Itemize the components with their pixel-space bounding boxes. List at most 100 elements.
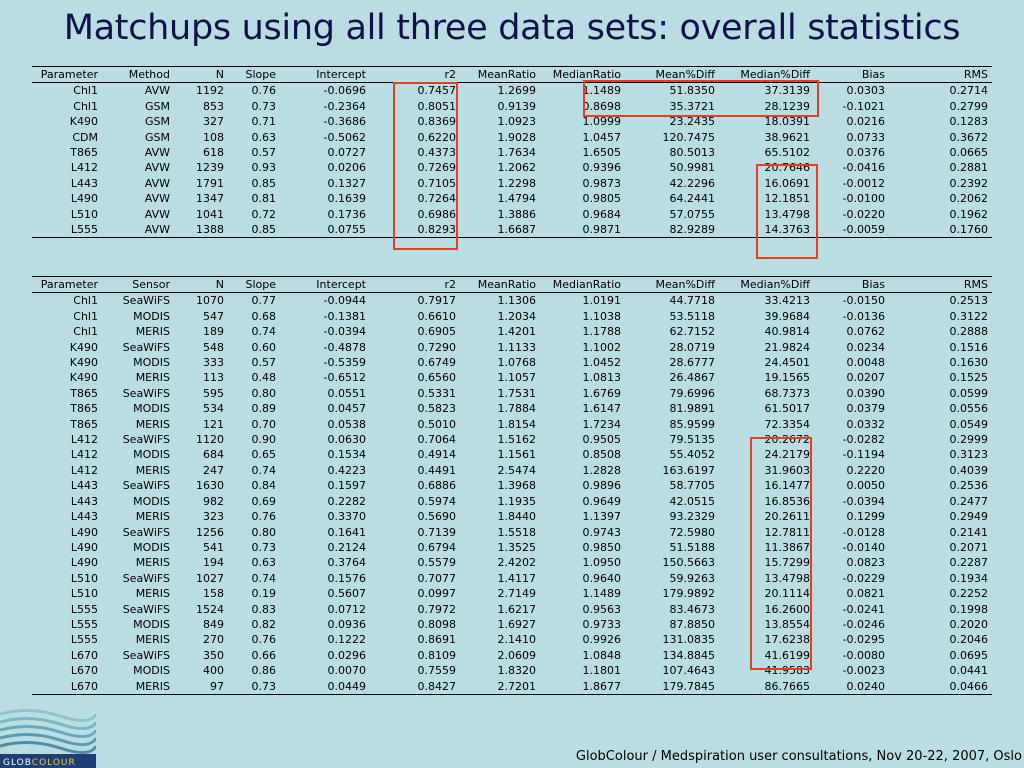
- table-cell: 0.63: [251, 556, 277, 570]
- table-row: Chl1 MODIS 547 0.68 -0.1381 0.6610 1.2034 1.103…: [32, 309, 992, 324]
- table-cell: 2.7201: [460, 678, 540, 695]
- table-cell: 0.2799: [949, 99, 989, 113]
- table-cell: -0.1381: [323, 309, 366, 323]
- table-cell: 58.7705: [669, 479, 716, 493]
- table-cell: -0.0136: [842, 309, 885, 323]
- table-cell: -0.0012: [842, 176, 885, 190]
- table-cell: MODIS: [133, 664, 170, 678]
- table-cell: 0.2714: [949, 84, 989, 98]
- table-cell: 0.74: [251, 571, 277, 585]
- table-cell: 0.0466: [889, 678, 992, 695]
- table-cell: 1.0950: [582, 556, 622, 570]
- table-cell: 0.89: [251, 402, 277, 416]
- table-cell: 107.4643: [662, 664, 716, 678]
- table-cell: 0.2062: [949, 192, 989, 206]
- table-cell: 853: [203, 99, 224, 113]
- table-cell: 2.1410: [497, 633, 537, 647]
- table-row: L490 MERIS 194 0.63 0.3764 0.5579 2.4202 1.0950…: [32, 555, 992, 570]
- table-cell: 0.2252: [949, 587, 989, 601]
- table-cell: SeaWiFS: [122, 340, 170, 354]
- table-row: L412 MODIS 684 0.65 0.1534 0.4914 1.1561 0.8508…: [32, 447, 992, 462]
- table-cell: 0.0050: [846, 479, 886, 493]
- table-cell: 0.57: [251, 356, 277, 370]
- table-cell: -0.0229: [842, 571, 885, 585]
- table-cell: 0.4223: [327, 463, 367, 477]
- table-cell: SeaWiFS: [122, 648, 170, 662]
- table-cell: 38.9621: [764, 130, 811, 144]
- table-cell: 0.2999: [949, 433, 989, 447]
- table-cell: -0.0246: [842, 617, 885, 631]
- table-cell: Chl1: [73, 84, 98, 98]
- table-cell: Chl1: [73, 325, 98, 339]
- table-cell: 0.2513: [949, 294, 989, 308]
- table-cell: -0.0100: [842, 192, 885, 206]
- table-cell: 113: [203, 371, 224, 385]
- table-cell: 0.68: [251, 309, 277, 323]
- table-cell: 1524: [196, 602, 224, 616]
- table-row: CDM GSM 108 0.63 -0.5062 0.6220 1.9028 1.0457 12…: [32, 130, 992, 145]
- table-cell: 0.0755: [280, 222, 370, 239]
- table-row: L555 SeaWiFS 1524 0.83 0.0712 0.7972 1.6217 0.9…: [32, 602, 992, 617]
- table-cell: 0.85: [251, 176, 277, 190]
- table-cell: 0.74: [251, 463, 277, 477]
- table-row: L443 SeaWiFS 1630 0.84 0.1597 0.6886 1.3968 0.9…: [32, 478, 992, 493]
- table-cell: 121: [203, 417, 224, 431]
- table-cell: L412: [70, 161, 98, 175]
- table-cell: 23.2435: [669, 115, 716, 129]
- method-statistics-table: Parameter Method N Slope Intercept r2 MeanRati…: [32, 65, 992, 239]
- table-cell: 0.7457: [417, 84, 457, 98]
- table-cell: 0.74: [251, 325, 277, 339]
- table-cell: 0.1299: [846, 510, 886, 524]
- table-cell: -0.1021: [842, 99, 885, 113]
- table-cell: 1347: [196, 192, 224, 206]
- table-cell: 0.0240: [814, 678, 889, 695]
- table-cell: 0.1576: [327, 571, 367, 585]
- table-cell: 163.6197: [662, 463, 716, 477]
- table-cell: 37.3139: [764, 84, 811, 98]
- table-cell: L670: [70, 648, 98, 662]
- table-cell: MODIS: [133, 448, 170, 462]
- table-cell: 16.1477: [764, 479, 811, 493]
- table-cell: 0.8369: [417, 115, 457, 129]
- table-row: K490 MODIS 333 0.57 -0.5359 0.6749 1.0768 1.045…: [32, 355, 992, 370]
- table-cell: 0.84: [251, 479, 277, 493]
- table-cell: -0.0128: [842, 525, 885, 539]
- table-cell: K490: [69, 356, 98, 370]
- table-cell: L670: [70, 664, 98, 678]
- column-header: Median%Diff: [719, 275, 814, 294]
- table-cell: 0.76: [251, 633, 277, 647]
- table-cell: 0.9873: [582, 176, 622, 190]
- table-cell: 0.1283: [949, 115, 989, 129]
- table-cell: 1.3886: [497, 207, 537, 221]
- table-cell: -0.0282: [842, 433, 885, 447]
- table-cell: 618: [203, 146, 224, 160]
- table-cell: 595: [203, 386, 224, 400]
- table-cell: 1.6147: [582, 402, 622, 416]
- table-cell: 1.0457: [582, 130, 622, 144]
- column-header: N: [174, 275, 228, 294]
- table-cell: 1630: [196, 479, 224, 493]
- table-cell: 0.5823: [417, 402, 457, 416]
- table-cell: 1.8677: [540, 678, 625, 695]
- table-cell: 1.9028: [497, 130, 537, 144]
- table-cell: 0.2220: [846, 463, 886, 477]
- table-cell: 0.9640: [582, 571, 622, 585]
- table-cell: 0.0538: [327, 417, 367, 431]
- table-cell: 0.66: [251, 648, 277, 662]
- table-cell: 0.1998: [949, 602, 989, 616]
- table-cell: 1041: [196, 207, 224, 221]
- table-cell: AVW: [144, 146, 170, 160]
- table-cell: 1.2034: [497, 309, 537, 323]
- table-cell: GSM: [145, 99, 170, 113]
- table-cell: 1.4794: [497, 192, 537, 206]
- table-cell: 0.2046: [949, 633, 989, 647]
- table-cell: 1.4201: [497, 325, 537, 339]
- table-cell: 323: [203, 510, 224, 524]
- table-cell: -0.0080: [842, 648, 885, 662]
- table-cell: 0.0727: [327, 146, 367, 160]
- table-cell: Chl1: [73, 294, 98, 308]
- table-cell: 0.2071: [949, 540, 989, 554]
- table-cell: 1.0452: [582, 356, 622, 370]
- table-row: L412 AVW 1239 0.93 0.0206 0.7269 1.2062 0.9396 5…: [32, 160, 992, 175]
- table-cell: 0.0712: [327, 602, 367, 616]
